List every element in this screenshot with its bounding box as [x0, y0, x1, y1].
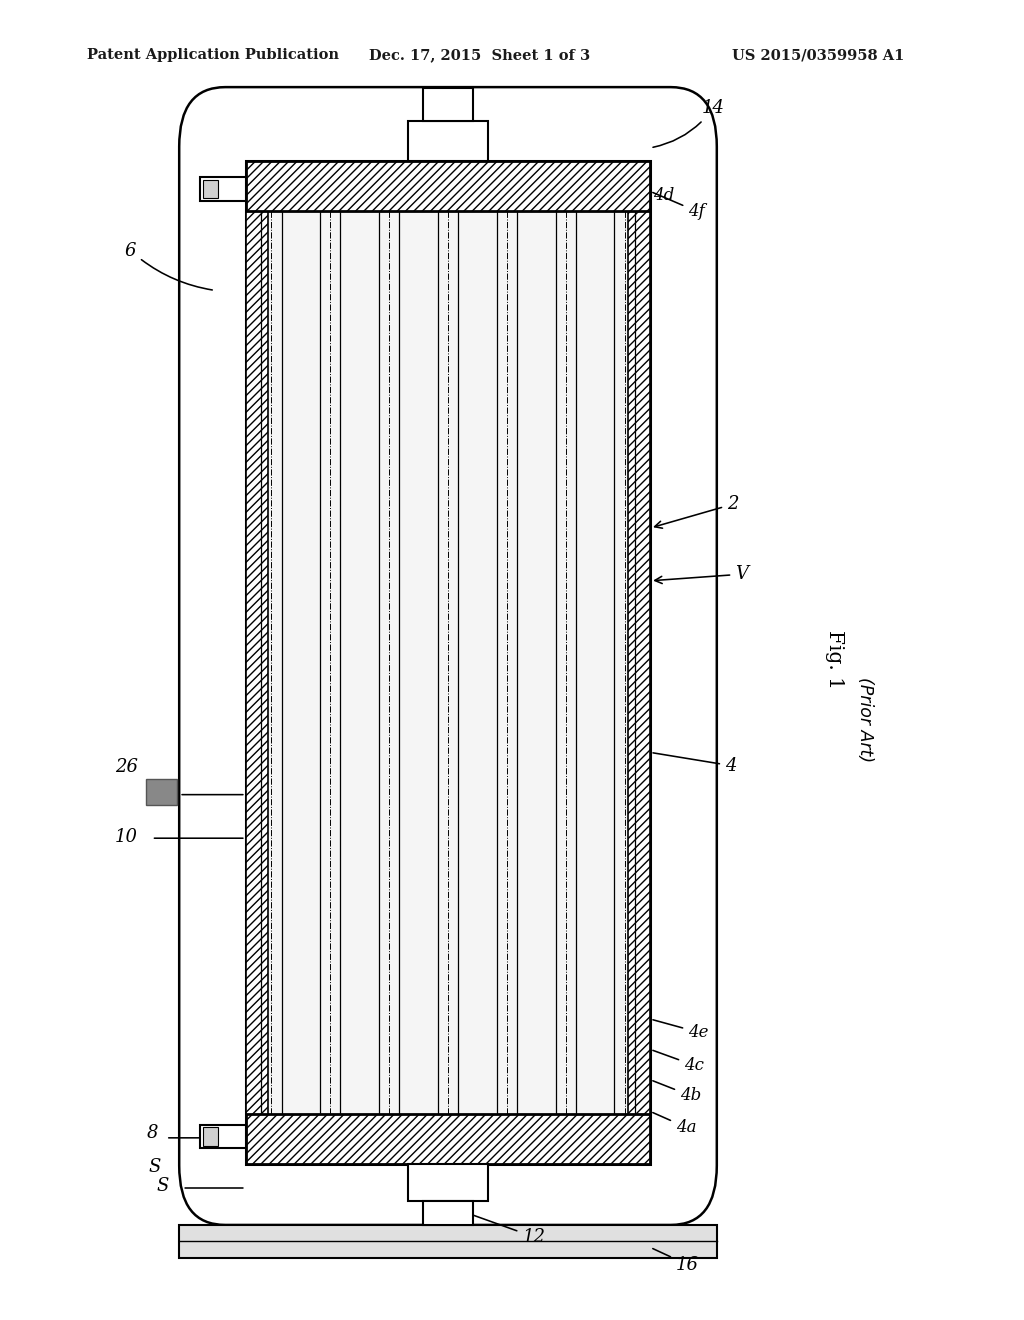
Bar — [246, 161, 650, 1164]
Bar — [203, 180, 218, 198]
Text: US 2015/0359958 A1: US 2015/0359958 A1 — [732, 49, 904, 62]
Bar — [408, 1164, 488, 1201]
Text: 8: 8 — [146, 1123, 158, 1142]
Bar — [423, 88, 473, 121]
Text: 4e: 4e — [653, 1020, 709, 1040]
Text: 4a: 4a — [652, 1113, 696, 1135]
Text: 10: 10 — [115, 828, 137, 846]
Text: 4b: 4b — [653, 1081, 701, 1104]
Text: (Prior Art): (Prior Art) — [856, 677, 874, 762]
Text: V: V — [654, 565, 749, 583]
Text: 14: 14 — [653, 99, 724, 148]
Text: 26: 26 — [115, 758, 137, 776]
Text: Fig. 1: Fig. 1 — [825, 631, 844, 689]
Bar — [200, 177, 246, 201]
Text: Dec. 17, 2015  Sheet 1 of 3: Dec. 17, 2015 Sheet 1 of 3 — [369, 49, 590, 62]
Bar — [246, 161, 268, 1164]
Text: S: S — [148, 1158, 161, 1176]
Text: 4: 4 — [653, 752, 736, 775]
Text: 12: 12 — [474, 1216, 545, 1246]
Text: S: S — [157, 1176, 169, 1195]
Bar — [246, 1114, 650, 1164]
Text: 4c: 4c — [653, 1051, 703, 1073]
Text: 16: 16 — [652, 1249, 698, 1274]
Text: 4f: 4f — [652, 193, 705, 219]
Text: Patent Application Publication: Patent Application Publication — [87, 49, 339, 62]
Text: 2: 2 — [654, 495, 738, 528]
Bar — [408, 121, 488, 161]
Bar — [423, 1201, 473, 1225]
Text: 4d: 4d — [617, 183, 675, 203]
Bar — [628, 161, 650, 1164]
Text: 6: 6 — [125, 242, 212, 290]
Bar — [203, 1127, 218, 1146]
Bar — [179, 1225, 717, 1258]
Bar — [200, 1125, 246, 1148]
Bar — [246, 161, 650, 211]
Bar — [146, 779, 177, 805]
